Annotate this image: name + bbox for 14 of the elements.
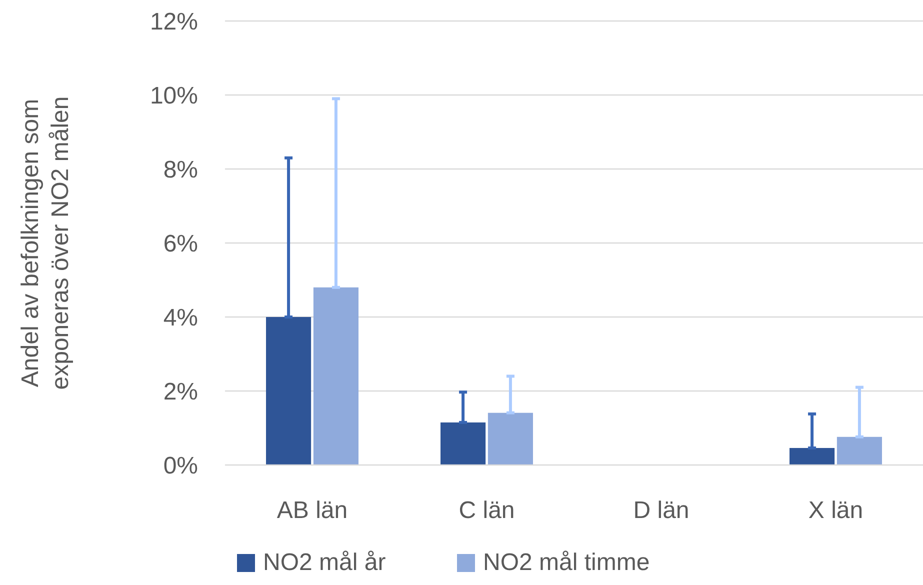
y-tick-label: 4%	[163, 304, 198, 332]
y-tick-label: 0%	[163, 452, 198, 480]
legend-label: NO2 mål timme	[483, 549, 650, 576]
y-tick-label: 10%	[150, 82, 198, 110]
legend-label: NO2 mål år	[263, 549, 386, 576]
y-tick-label: 6%	[163, 230, 198, 258]
x-tick-label: AB län	[276, 497, 348, 524]
y-axis-title: Andel av befolkningen som exponeras över NO2 målen	[17, 96, 74, 390]
x-tick-label: X län	[808, 497, 864, 524]
y-tick-label: 12%	[150, 8, 198, 36]
y-tick-label: 8%	[163, 156, 198, 184]
y-tick-label: 2%	[163, 378, 198, 406]
x-tick-label: C län	[458, 497, 515, 524]
x-tick-label: D län	[633, 497, 690, 524]
